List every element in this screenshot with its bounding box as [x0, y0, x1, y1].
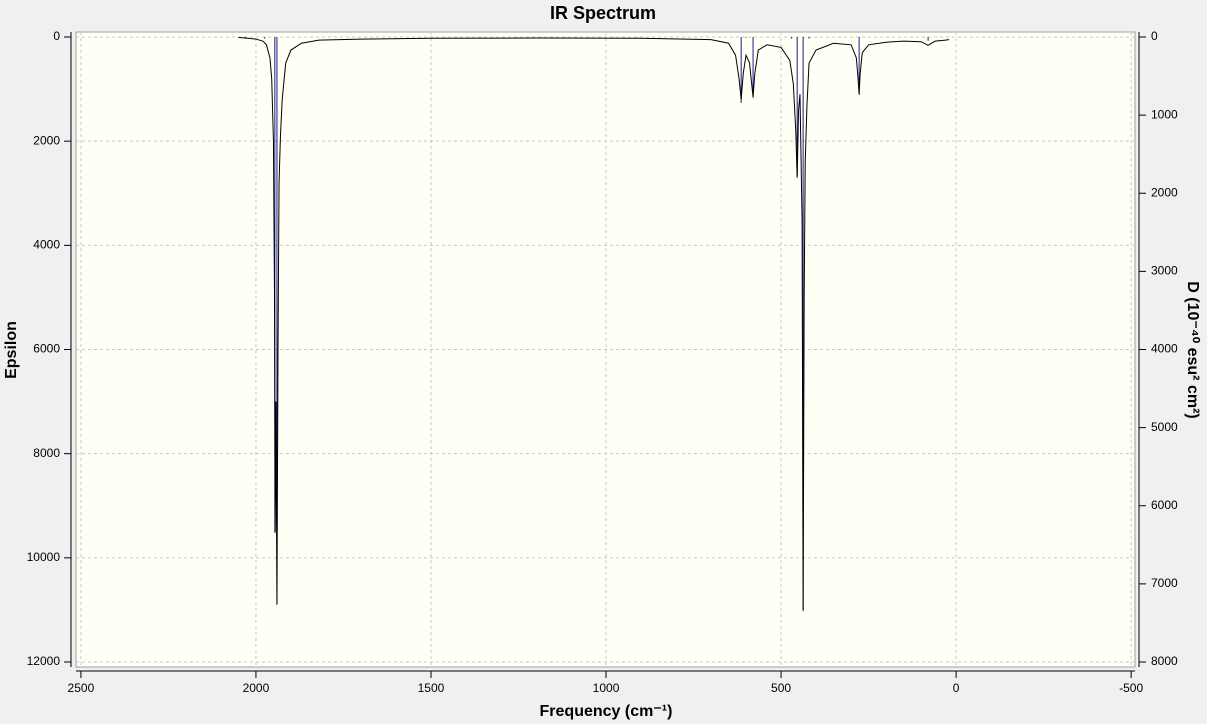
y2-tick-label: 7000	[1151, 576, 1178, 590]
y-tick-label: 10000	[27, 550, 61, 564]
y2-tick-label: 6000	[1151, 498, 1178, 512]
x-tick-label: 1000	[593, 681, 620, 695]
chart-title: IR Spectrum	[550, 3, 656, 23]
y-tick-label: 8000	[33, 446, 60, 460]
y2-axis-title: D (10⁻⁴⁰ esu² cm²)	[1184, 281, 1201, 418]
x-tick-label: 2000	[243, 681, 270, 695]
x-tick-label: 500	[771, 681, 791, 695]
x-tick-label: 1500	[418, 681, 445, 695]
y-tick-label: 6000	[33, 342, 60, 356]
x-tick-label: 0	[953, 681, 960, 695]
y2-tick-label: 1000	[1151, 107, 1178, 121]
y2-tick-label: 5000	[1151, 420, 1178, 434]
y-axis-title: Epsilon	[3, 321, 20, 379]
y-tick-label: 4000	[33, 238, 60, 252]
x-tick-label: 2500	[68, 681, 95, 695]
y2-tick-label: 4000	[1151, 342, 1178, 356]
y-tick-label: 0	[53, 29, 60, 43]
spectrum-line	[238, 37, 950, 610]
y-tick-label: 12000	[27, 654, 61, 668]
y2-tick-label: 3000	[1151, 264, 1178, 278]
y2-tick-label: 8000	[1151, 654, 1178, 668]
y-tick-label: 2000	[33, 133, 60, 147]
x-tick-label: -500	[1119, 681, 1143, 695]
x-axis-title: Frequency (cm⁻¹)	[540, 703, 673, 720]
y2-tick-label: 2000	[1151, 185, 1178, 199]
y2-tick-label: 0	[1151, 29, 1158, 43]
